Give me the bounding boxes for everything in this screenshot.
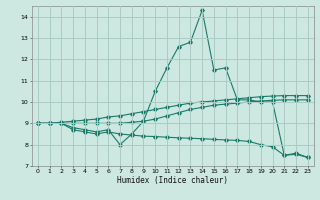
X-axis label: Humidex (Indice chaleur): Humidex (Indice chaleur) [117,176,228,185]
